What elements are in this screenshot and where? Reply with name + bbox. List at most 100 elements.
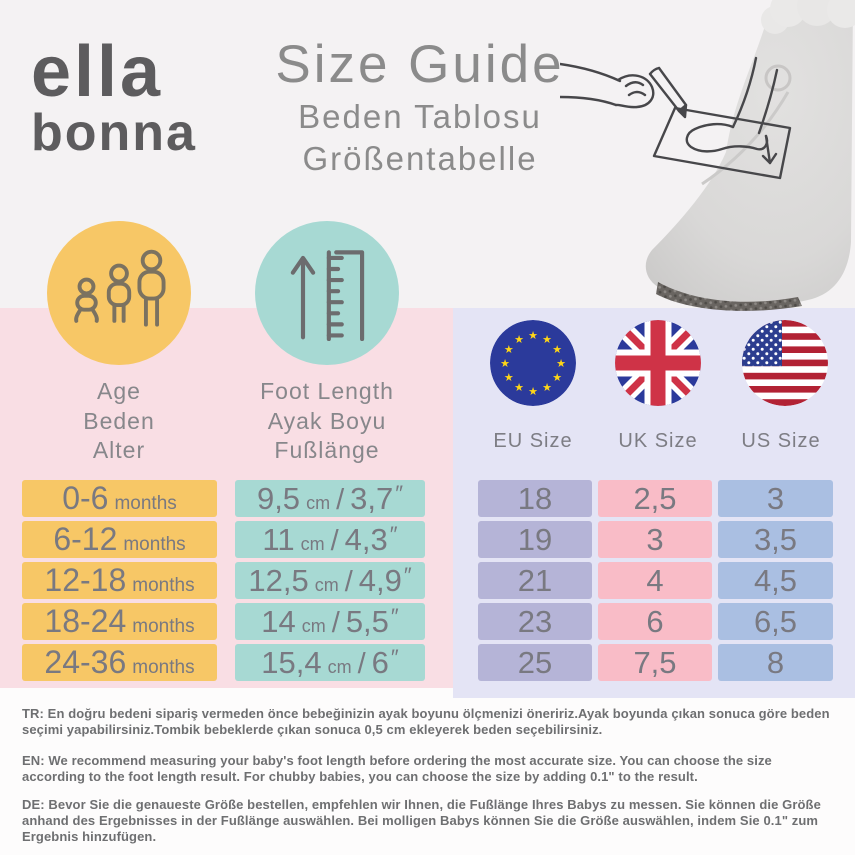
age-column-header: Age Beden Alter bbox=[29, 377, 209, 466]
us-size-header: US Size bbox=[741, 430, 821, 452]
uk-size-cell: 6 bbox=[598, 603, 712, 640]
bootie-shape bbox=[645, 0, 855, 311]
uk-size-column: 2,5 3 4 6 7,5 bbox=[598, 480, 712, 681]
page-title: Size Guide Beden Tablosu Größentabelle bbox=[225, 34, 615, 180]
separator: / bbox=[331, 607, 340, 639]
foot-length-cell: 12,5 cm / 4,9 ″ bbox=[235, 562, 425, 599]
us-size-value: 3 bbox=[766, 481, 785, 516]
separator: / bbox=[330, 525, 339, 557]
eu-size-value: 23 bbox=[517, 604, 553, 639]
cm-unit: cm bbox=[327, 657, 352, 677]
age-range: 0-6 bbox=[62, 480, 109, 516]
brand-logo-line2: bonna bbox=[31, 104, 197, 162]
cm-value: 11 bbox=[262, 522, 295, 557]
separator: / bbox=[344, 566, 353, 598]
age-unit: months bbox=[123, 534, 186, 555]
foot-length-column-header: Foot Length Ayak Boyu Fußlänge bbox=[237, 377, 417, 466]
svg-text:★: ★ bbox=[556, 357, 566, 370]
us-size-cell: 4,5 bbox=[718, 562, 833, 599]
eu-size-cell: 19 bbox=[478, 521, 592, 558]
svg-text:★: ★ bbox=[542, 381, 552, 394]
age-range: 18-24 bbox=[44, 603, 127, 639]
svg-text:★: ★ bbox=[500, 357, 510, 370]
eu-size-cell: 18 bbox=[478, 480, 592, 517]
foot-label-de: Fußlänge bbox=[274, 437, 380, 463]
uk-flag-icon bbox=[615, 320, 701, 406]
age-range: 12-18 bbox=[44, 562, 127, 598]
eu-size-value: 19 bbox=[517, 522, 553, 557]
eu-size-cell: 23 bbox=[478, 603, 592, 640]
inch-mark: ″ bbox=[395, 481, 404, 506]
age-range: 24-36 bbox=[44, 644, 127, 680]
foot-length-column: 9,5 cm / 3,7 ″ 11 cm / 4,3 ″ 12,5 cm / 4… bbox=[235, 480, 425, 681]
brand-logo-line1: ella bbox=[31, 32, 164, 112]
inch-value: 3,7 bbox=[350, 481, 394, 516]
note-german: DE: Bevor Sie die genaueste Größe bestel… bbox=[22, 797, 821, 844]
baby-bootie-photo bbox=[560, 0, 855, 311]
knit-sole bbox=[656, 282, 802, 311]
age-column: 0-6 months 6-12 months 12-18 months 18-2… bbox=[22, 480, 217, 681]
svg-text:★: ★ bbox=[514, 333, 524, 346]
eu-size-value: 18 bbox=[517, 481, 553, 516]
foot-label-en: Foot Length bbox=[260, 378, 394, 404]
svg-text:★: ★ bbox=[504, 371, 514, 384]
us-size-value: 6,5 bbox=[753, 604, 798, 639]
note-turkish: TR: En doğru bedeni sipariş vermeden önc… bbox=[22, 706, 830, 737]
inch-mark: ″ bbox=[390, 645, 399, 670]
us-size-value: 8 bbox=[766, 645, 785, 680]
us-size-value: 3,5 bbox=[753, 522, 798, 557]
cm-value: 9,5 bbox=[256, 481, 301, 516]
uk-size-value: 4 bbox=[646, 563, 664, 598]
uk-size-value: 2,5 bbox=[633, 481, 677, 516]
uk-size-value: 7,5 bbox=[633, 645, 677, 680]
inch-value: 4,9 bbox=[358, 563, 402, 598]
eu-size-cell: 21 bbox=[478, 562, 592, 599]
brand-logo: ella bonna bbox=[31, 32, 197, 162]
age-cell: 18-24 months bbox=[22, 603, 217, 640]
age-cell: 6-12 months bbox=[22, 521, 217, 558]
uk-size-cell: 7,5 bbox=[598, 644, 712, 681]
family-icon bbox=[74, 249, 166, 327]
svg-text:★: ★ bbox=[504, 343, 514, 356]
separator: / bbox=[357, 648, 366, 680]
cm-unit: cm bbox=[300, 534, 325, 554]
uk-size-value: 6 bbox=[646, 604, 664, 639]
us-size-cell: 6,5 bbox=[718, 603, 833, 640]
age-unit: months bbox=[114, 493, 177, 514]
foot-length-cell: 15,4 cm / 6 ″ bbox=[235, 644, 425, 681]
age-range: 6-12 bbox=[53, 521, 118, 557]
eu-size-header: EU Size bbox=[493, 430, 573, 452]
svg-text:★: ★ bbox=[514, 381, 524, 394]
title-german: Größentabelle bbox=[302, 140, 538, 177]
svg-text:★: ★ bbox=[542, 333, 552, 346]
uk-size-cell: 3 bbox=[598, 521, 712, 558]
cm-unit: cm bbox=[301, 616, 326, 636]
foot-tracing-illustration bbox=[560, 56, 792, 180]
inch-value: 5,5 bbox=[345, 604, 389, 639]
us-size-cell: 3,5 bbox=[718, 521, 833, 558]
inch-mark: ″ bbox=[389, 522, 398, 547]
uk-size-value: 3 bbox=[646, 522, 664, 557]
eu-size-cell: 25 bbox=[478, 644, 592, 681]
age-icon-circle bbox=[47, 221, 191, 365]
uk-size-cell: 4 bbox=[598, 562, 712, 599]
title-english: Size Guide bbox=[275, 35, 565, 94]
inch-value: 6 bbox=[371, 645, 389, 680]
inch-mark: ″ bbox=[403, 563, 412, 588]
us-size-column: 3 3,5 4,5 6,5 8 bbox=[718, 480, 833, 681]
uk-size-cell: 2,5 bbox=[598, 480, 712, 517]
age-label-de: Alter bbox=[92, 437, 146, 463]
age-cell: 12-18 months bbox=[22, 562, 217, 599]
svg-text:★: ★ bbox=[552, 371, 562, 384]
us-size-value: 4,5 bbox=[753, 563, 798, 598]
cm-unit: cm bbox=[306, 493, 331, 513]
svg-text:★: ★ bbox=[552, 343, 562, 356]
cm-value: 15,4 bbox=[261, 645, 322, 680]
eu-flag-icon: ★ ★ ★ ★ ★ ★ ★ ★ ★ ★ ★ ★ bbox=[490, 320, 576, 406]
title-turkish: Beden Tablosu bbox=[298, 98, 542, 135]
uk-size-header: UK Size bbox=[618, 430, 698, 452]
age-unit: months bbox=[132, 657, 195, 678]
age-cell: 24-36 months bbox=[22, 644, 217, 681]
ruler-icon bbox=[290, 250, 365, 341]
age-label-en: Age bbox=[97, 378, 141, 404]
